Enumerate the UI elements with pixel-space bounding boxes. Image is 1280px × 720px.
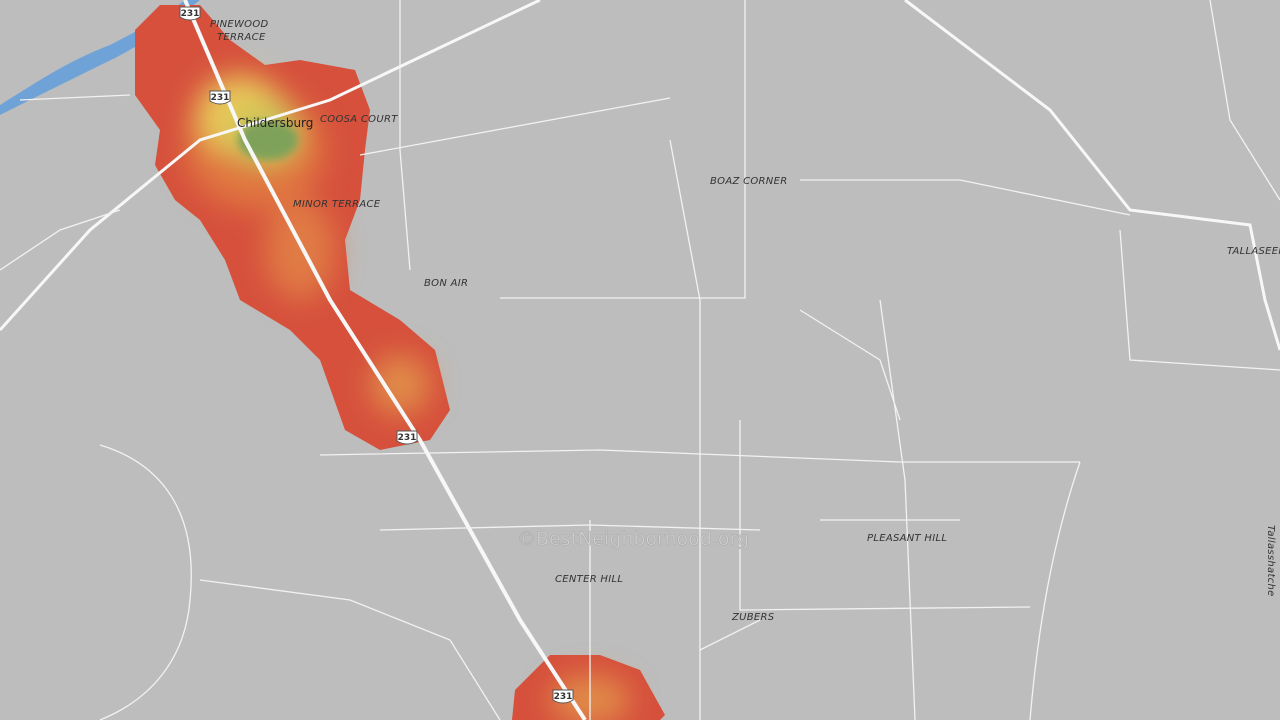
route-shield: 231 [179,6,201,21]
shield-number: 231 [181,9,200,19]
place-label: TALLASEEH [1227,246,1280,257]
watermark: ©BestNeighborhood.org [517,528,749,550]
shield-shape [179,6,201,21]
route-shield: 231 [209,90,231,105]
shield-number: 231 [211,93,230,103]
route-shield: 231 [396,430,418,445]
place-label: ZUBERS [731,612,775,623]
shield-number: 231 [398,433,417,443]
place-label: CENTER HILL [555,574,623,585]
town-label: Childersburg [237,116,313,130]
place-label: BOAZ CORNER [710,176,787,187]
place-label: TERRACE [217,32,266,43]
road-label: Tallasshatche [1265,525,1276,597]
shield-number: 231 [554,692,573,702]
place-label: PLEASANT HILL [867,533,947,544]
route-shield: 231 [552,689,574,704]
place-label: PINEWOOD [210,19,269,30]
shield-shape [552,689,574,704]
place-label: COOSA COURT [320,114,398,125]
place-label: MINOR TERRACE [293,199,381,210]
shield-shape [209,90,231,105]
shield-shape [396,430,418,445]
place-label: BON AIR [424,278,468,289]
